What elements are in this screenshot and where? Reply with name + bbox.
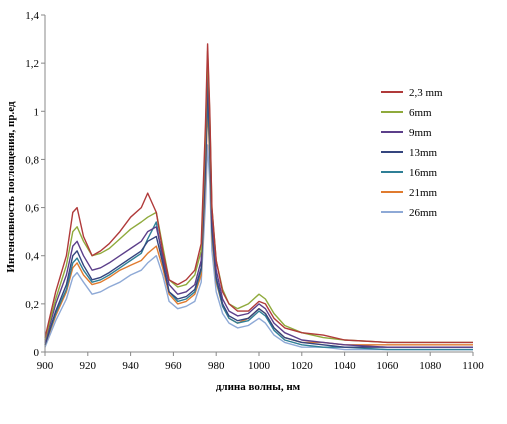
series-line-26mm — [44, 144, 473, 351]
series-line-13mm — [44, 81, 473, 348]
y-tick-label: 1,4 — [25, 10, 39, 22]
legend-label: 16mm — [409, 167, 438, 179]
y-tick-label: 0,2 — [25, 299, 39, 311]
series-line-9mm — [44, 57, 473, 348]
y-axis-title: Интенсивность поглощения, пр.ед — [5, 101, 17, 273]
legend-label: 13mm — [409, 147, 438, 159]
legend-label: 21mm — [409, 187, 438, 199]
x-tick-label: 1020 — [291, 360, 314, 372]
y-tick-label: 0,6 — [25, 203, 39, 215]
x-tick-label: 1040 — [334, 360, 357, 372]
series-line-2-3-mm — [44, 43, 473, 344]
x-tick-label: 1100 — [462, 360, 484, 372]
y-tick-label: 1,2 — [25, 58, 39, 70]
x-tick-label: 1000 — [248, 360, 271, 372]
plot-lines — [44, 43, 473, 351]
x-tick-label: 1080 — [419, 360, 442, 372]
legend: 2,3 mm 6mm 9mm 13mm 16mm 21mm 26mm — [381, 87, 443, 219]
legend-label: 9mm — [409, 127, 432, 139]
x-tick-label: 960 — [165, 360, 182, 372]
legend-label: 2,3 mm — [409, 87, 443, 99]
y-tick-label: 0 — [34, 347, 40, 359]
x-tick-label: 940 — [122, 360, 139, 372]
legend-label: 26mm — [409, 207, 438, 219]
x-tick-label: 900 — [37, 360, 54, 372]
y-tick-label: 0,8 — [25, 154, 39, 166]
x-tick-group: 900 920 940 960 980 1000 1020 1040 1060 1080 1100 — [37, 352, 484, 372]
legend-label: 6mm — [409, 107, 432, 119]
y-tick-group: 0 0,2 0,4 0,6 0,8 1 1,2 1,4 — [25, 10, 45, 359]
y-tick-label: 1 — [34, 106, 40, 118]
x-tick-label: 920 — [80, 360, 97, 372]
x-tick-label: 1060 — [376, 360, 399, 372]
y-tick-label: 0,4 — [25, 251, 39, 263]
x-tick-label: 980 — [208, 360, 225, 372]
x-axis-title: длина волны, нм — [216, 381, 301, 393]
